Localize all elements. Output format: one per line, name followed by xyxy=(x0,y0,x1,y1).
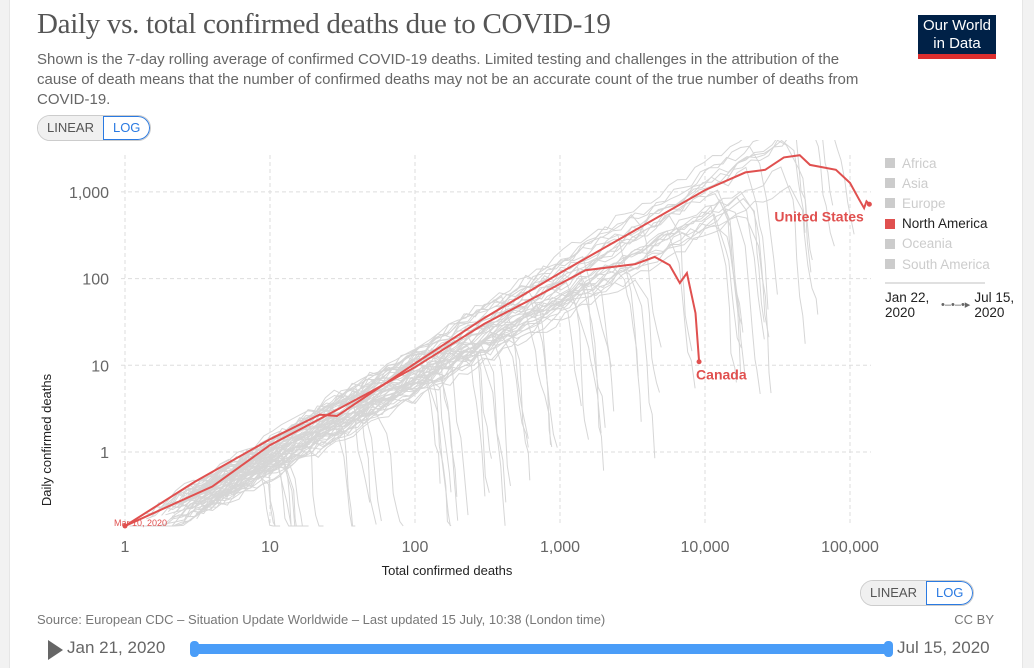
other-country-line xyxy=(174,215,772,527)
y-log-button[interactable]: LOG xyxy=(102,116,151,140)
x-tick-label: 1 xyxy=(121,539,130,556)
time-range-indicator: Jan 22, 2020 •–•–•▸ Jul 15, 2020 xyxy=(885,290,1014,320)
legend-item-south-america[interactable]: South America xyxy=(885,254,1014,274)
other-country-line xyxy=(206,197,765,506)
other-country-line xyxy=(202,393,371,503)
other-country-line xyxy=(197,350,506,526)
legend: Africa Asia Europe North America Oceania Sout… xyxy=(885,153,1014,320)
timeline-slider[interactable] xyxy=(190,641,893,657)
timeline-start-label: Jan 21, 2020 xyxy=(67,638,166,657)
other-country-line xyxy=(204,301,582,499)
legend-swatch xyxy=(885,178,895,189)
start-marker xyxy=(122,523,128,529)
legend-swatch xyxy=(885,158,895,169)
legend-label: Europe xyxy=(902,195,946,211)
time-end: Jul 15, 2020 xyxy=(974,290,1015,321)
x-linear-button[interactable]: LINEAR xyxy=(861,581,926,605)
scatter-line-chart: 1 10 100 1,000 10,000 100,000 1 10 100 1,000 Unit… xyxy=(39,140,879,578)
other-country-line xyxy=(176,404,377,525)
other-country-line xyxy=(168,350,451,527)
x-log-button[interactable]: LOG xyxy=(925,581,974,605)
y-scale-toggle: LINEAR LOG xyxy=(37,115,152,141)
series-end-marker xyxy=(696,359,702,365)
x-tick-label: 100,000 xyxy=(821,539,879,556)
license-link[interactable]: CC BY xyxy=(954,612,994,627)
series-label: Canada xyxy=(696,367,747,383)
y-tick-label: 10 xyxy=(91,358,109,375)
y-linear-button[interactable]: LINEAR xyxy=(38,116,103,140)
legend-label: North America xyxy=(902,216,988,232)
series-label: United States xyxy=(774,208,864,224)
other-country-line xyxy=(203,345,492,489)
x-tick-label: 1,000 xyxy=(540,539,580,556)
legend-label: South America xyxy=(902,256,990,272)
series-end-marker xyxy=(866,201,872,207)
start-annotation: Mar 10, 2020 xyxy=(114,518,167,528)
legend-swatch xyxy=(885,259,895,270)
legend-label: Asia xyxy=(902,175,929,191)
other-country-line xyxy=(166,140,812,503)
other-country-line xyxy=(208,204,737,508)
owid-logo[interactable]: Our World in Data xyxy=(918,15,996,59)
chart-frame: Daily vs. total confirmed deaths due to … xyxy=(9,0,1023,668)
legend-label: Oceania xyxy=(902,236,953,252)
legend-divider xyxy=(885,282,985,285)
legend-item-asia[interactable]: Asia xyxy=(885,173,1014,193)
time-start: Jan 22, 2020 xyxy=(885,290,930,321)
timeline-end-handle[interactable] xyxy=(884,641,893,657)
y-tick-label: 1 xyxy=(100,445,109,462)
legend-item-africa[interactable]: Africa xyxy=(885,153,1014,173)
legend-item-europe[interactable]: Europe xyxy=(885,193,1014,213)
other-country-line xyxy=(180,265,639,515)
dotted-arrow-icon: •–•–•▸ xyxy=(941,298,971,311)
other-country-line xyxy=(204,373,452,527)
chart-subtitle: Shown is the 7-day rolling average of co… xyxy=(37,51,859,108)
source-note: Source: European CDC – Situation Update … xyxy=(37,612,606,627)
y-tick-label: 100 xyxy=(82,272,109,289)
legend-swatch xyxy=(885,198,895,209)
other-country-line xyxy=(187,452,278,527)
legend-label: Africa xyxy=(902,155,937,171)
page-title: Daily vs. total confirmed deaths due to … xyxy=(37,8,611,40)
x-tick-label: 10,000 xyxy=(681,539,730,556)
timeline-start-handle[interactable] xyxy=(190,641,199,657)
series-line-canada xyxy=(124,255,701,527)
legend-swatch xyxy=(885,218,895,229)
x-tick-label: 10 xyxy=(261,539,279,556)
legend-swatch xyxy=(885,238,895,249)
other-country-line xyxy=(194,279,660,517)
legend-item-north-america[interactable]: North America xyxy=(885,214,1014,234)
y-axis-label: Daily confirmed deaths xyxy=(39,373,54,506)
y-tick-label: 1,000 xyxy=(69,185,109,202)
x-axis-label: Total confirmed deaths xyxy=(382,563,513,578)
x-scale-toggle: LINEAR LOG xyxy=(860,580,975,606)
other-country-line xyxy=(196,281,589,520)
play-icon[interactable] xyxy=(48,640,63,660)
other-country-line xyxy=(195,256,612,495)
other-country-line xyxy=(194,455,305,527)
timeline-end-label: Jul 15, 2020 xyxy=(897,638,990,657)
x-tick-label: 100 xyxy=(402,539,429,556)
legend-item-oceania[interactable]: Oceania xyxy=(885,234,1014,254)
